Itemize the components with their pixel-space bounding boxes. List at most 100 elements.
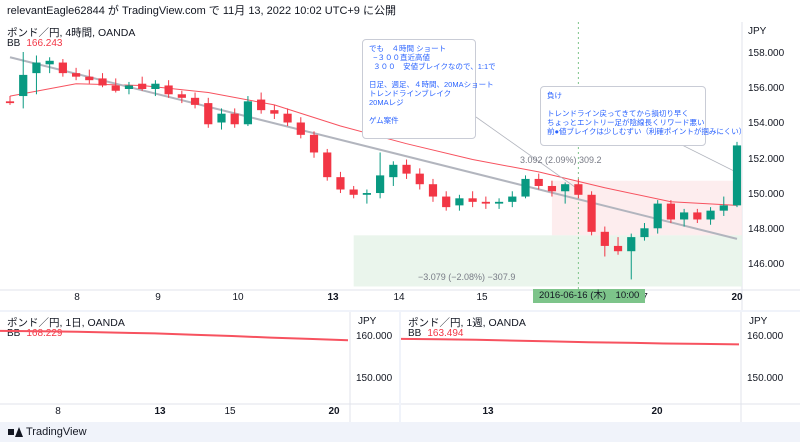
candle-body bbox=[706, 210, 715, 220]
price-tick-label: 148.000 bbox=[748, 224, 785, 236]
weekly-chart-title: ポンド／円, 1週, OANDA bbox=[408, 317, 526, 329]
candle-body bbox=[534, 178, 543, 186]
daily-currency-label: JPY bbox=[358, 316, 377, 327]
candle-body bbox=[177, 94, 186, 98]
candle-body bbox=[5, 101, 15, 104]
candle-body bbox=[362, 193, 371, 195]
trade-note-1[interactable]: でも ４時間 ショート −３００直近高値 ３００ 安値ブレイクなので、1:1で … bbox=[362, 39, 496, 139]
candle-body bbox=[85, 76, 94, 81]
candle-body bbox=[309, 134, 319, 153]
candle-body bbox=[58, 62, 67, 74]
footer-brand-label: TradingView bbox=[26, 426, 87, 438]
candle-body bbox=[217, 113, 226, 123]
price-tick-label: 156.000 bbox=[748, 83, 785, 94]
candle-body bbox=[283, 113, 292, 123]
price-tick-label: 150.000 bbox=[748, 188, 785, 200]
daily-chart-pane[interactable]: ポンド／円, 1日, OANDA BB 168.229 JPY 160.000 15… bbox=[0, 312, 399, 422]
candle-body bbox=[389, 164, 398, 178]
candle-body bbox=[428, 184, 438, 197]
price-tick-label: 150.000 bbox=[747, 372, 784, 384]
crosshair-date-label: 2016-06-16 (木) 10:00 bbox=[533, 289, 646, 303]
currency-label: JPY bbox=[748, 26, 767, 37]
candle-body bbox=[45, 60, 54, 65]
candle-body bbox=[494, 201, 504, 204]
candle-body bbox=[138, 83, 147, 89]
daily-bb-value: 168.229 bbox=[26, 328, 63, 339]
candle-body bbox=[613, 245, 623, 252]
candle-body bbox=[124, 85, 134, 89]
candle-body bbox=[587, 194, 596, 232]
candle-body bbox=[627, 237, 636, 252]
weekly-currency-label: JPY bbox=[749, 316, 768, 327]
weekly-bb-value: 163.494 bbox=[427, 328, 464, 339]
candle-body bbox=[521, 178, 530, 197]
time-tick-label: 8 bbox=[55, 406, 61, 417]
weekly-chart-canvas[interactable] bbox=[401, 312, 800, 422]
bb-indicator-legend[interactable]: BB 166.243 bbox=[7, 38, 63, 49]
candle-body bbox=[468, 198, 477, 202]
candle-body bbox=[376, 175, 385, 194]
bb-line bbox=[0, 329, 349, 342]
candle-body bbox=[402, 164, 411, 174]
time-tick-label: 9 bbox=[155, 292, 161, 303]
price-tick-label: 154.000 bbox=[748, 118, 785, 130]
measure-down-zone bbox=[353, 235, 742, 287]
candle-body bbox=[71, 73, 81, 77]
publish-header: relevantEagle62844 が TradingView.com で 1… bbox=[0, 0, 800, 22]
candle-body bbox=[455, 198, 464, 206]
candle-body bbox=[32, 62, 41, 74]
bb-indicator-value: 166.243 bbox=[26, 38, 63, 49]
candle-body bbox=[98, 78, 107, 86]
time-tick-label: 20 bbox=[328, 406, 340, 417]
candle-body bbox=[693, 212, 702, 220]
candle-body bbox=[164, 85, 173, 95]
time-tick-label: 13 bbox=[154, 406, 166, 417]
candle-body bbox=[19, 74, 28, 97]
main-chart-pane[interactable]: ポンド／円, 4時間, OANDA BB 166.243 JPY 158.000 1… bbox=[0, 22, 800, 310]
weekly-bb-name: BB bbox=[408, 328, 422, 339]
weekly-bb-legend[interactable]: BB 163.494 bbox=[408, 328, 464, 339]
price-tick-label: 158.000 bbox=[748, 47, 785, 59]
candle-body bbox=[415, 173, 424, 185]
candle-body bbox=[257, 99, 266, 111]
note1-connector bbox=[475, 116, 583, 193]
time-tick-label: 13 bbox=[482, 406, 494, 417]
candle-body bbox=[270, 110, 279, 114]
candle-body bbox=[719, 205, 728, 211]
candle-body bbox=[323, 152, 332, 178]
bb-indicator-name: BB bbox=[7, 38, 21, 49]
trade-note-2[interactable]: 負け トレンドライン戻ってきてから損切り早く ちょっとエントリー足が陰線長くリワ… bbox=[540, 86, 746, 146]
measure-up-label: 3.092 (2.09%) 309.2 bbox=[520, 155, 602, 165]
daily-chart-canvas[interactable] bbox=[0, 312, 399, 422]
time-tick-label: 8 bbox=[74, 292, 80, 303]
weekly-chart-pane[interactable]: ポンド／円, 1週, OANDA BB 163.494 JPY 160.000 15… bbox=[401, 312, 800, 422]
time-tick-label: 20 bbox=[651, 406, 663, 417]
candle-body bbox=[336, 177, 345, 190]
candle-body bbox=[349, 189, 358, 195]
candle-body bbox=[547, 185, 557, 192]
price-tick-label: 152.000 bbox=[748, 153, 785, 165]
footer-brand[interactable]: TradingView bbox=[8, 426, 87, 438]
price-tick-label: 160.000 bbox=[747, 330, 784, 342]
candle-body bbox=[481, 201, 490, 204]
candle-body bbox=[190, 97, 200, 105]
candle-body bbox=[561, 184, 570, 192]
candle-body bbox=[230, 113, 239, 125]
daily-bb-name: BB bbox=[7, 328, 21, 339]
main-chart-title: ポンド／円, 4時間, OANDA bbox=[7, 27, 136, 39]
price-tick-label: 150.000 bbox=[356, 372, 393, 384]
time-tick-label: 15 bbox=[476, 292, 488, 303]
candle-body bbox=[243, 101, 253, 125]
candle-body bbox=[151, 83, 160, 89]
bb-line bbox=[401, 337, 740, 346]
price-tick-label: 160.000 bbox=[356, 330, 393, 342]
daily-bb-legend[interactable]: BB 168.229 bbox=[7, 328, 63, 339]
time-tick-label: 10 bbox=[232, 292, 244, 303]
candle-body bbox=[640, 228, 649, 238]
candle-body bbox=[111, 85, 120, 91]
candle-body bbox=[296, 122, 305, 135]
price-tick-label: 146.000 bbox=[748, 259, 785, 271]
daily-chart-title: ポンド／円, 1日, OANDA bbox=[7, 317, 125, 329]
candle-body bbox=[666, 203, 676, 220]
candle-body bbox=[600, 231, 609, 246]
